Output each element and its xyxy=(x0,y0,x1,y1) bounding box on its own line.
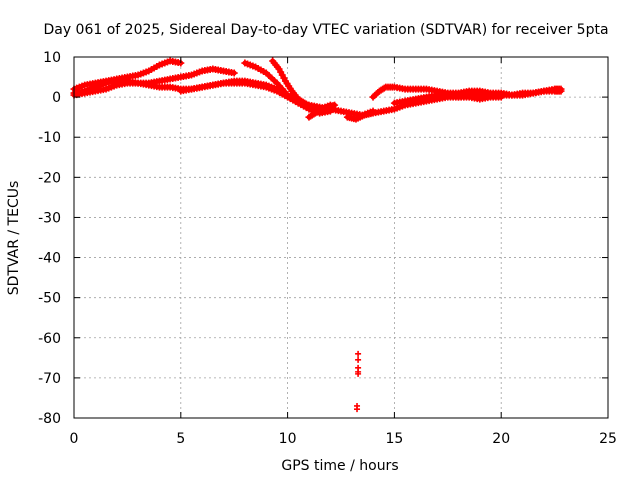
x-tick-label: 20 xyxy=(492,431,510,447)
y-tick-label: -20 xyxy=(38,170,61,186)
axis-ticks xyxy=(73,56,609,419)
y-tick-label: -80 xyxy=(38,411,61,427)
data-point xyxy=(497,93,505,101)
series-track-j xyxy=(390,91,505,107)
y-tick-label: -50 xyxy=(38,291,61,307)
x-tick-label: 10 xyxy=(279,431,297,447)
y-tick-label: -10 xyxy=(38,130,61,146)
y-tick-label: -30 xyxy=(38,210,61,226)
outlier-point xyxy=(355,370,362,377)
x-tick-label: 25 xyxy=(599,431,617,447)
y-tick-label: -40 xyxy=(38,251,61,267)
outlier-point xyxy=(355,350,362,357)
x-tick-label: 0 xyxy=(70,431,79,447)
outlier-point xyxy=(355,356,362,363)
y-tick-label: -70 xyxy=(38,371,61,387)
series-track-g xyxy=(305,101,339,121)
x-tick-label: 5 xyxy=(176,431,185,447)
x-tick-labels: 0 5 10 15 20 25 xyxy=(70,431,617,447)
y-axis-label: SDTVAR / TECUs xyxy=(6,181,22,296)
y-tick-label: -60 xyxy=(38,331,61,347)
x-tick-label: 15 xyxy=(385,431,403,447)
data-point xyxy=(307,103,315,111)
data-points xyxy=(70,57,565,413)
data-point xyxy=(331,101,339,109)
x-axis-label: GPS time / hours xyxy=(281,458,398,474)
y-tick-labels: 10 0 -10 -20 -30 -40 -50 -60 -70 -80 xyxy=(38,50,61,427)
outlier-point xyxy=(354,406,361,413)
y-tick-label: 10 xyxy=(43,50,61,66)
chart-title: Day 061 of 2025, Sidereal Day-to-day VTE… xyxy=(43,22,608,38)
series-track-f xyxy=(269,57,315,111)
y-tick-label: 0 xyxy=(52,90,61,106)
data-point xyxy=(557,85,565,93)
data-point xyxy=(230,69,238,77)
plot-frame xyxy=(73,56,609,419)
